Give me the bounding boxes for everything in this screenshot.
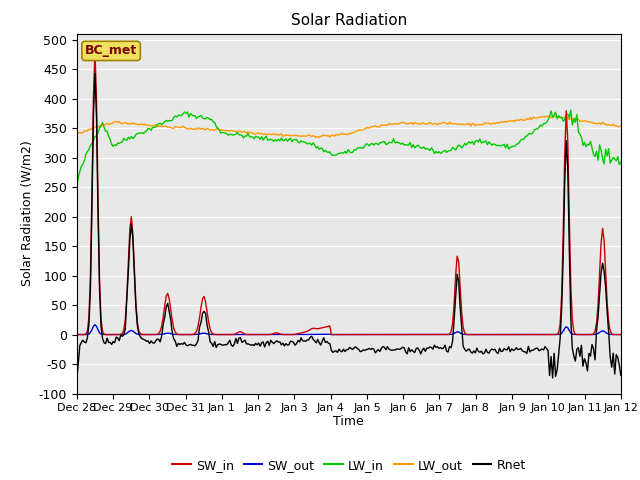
SW_out <box>312 332 320 337</box>
Rnet <box>264 338 271 344</box>
LW_in <box>567 107 575 113</box>
LW_in <box>253 134 261 140</box>
LW_out <box>546 113 554 119</box>
SW_in <box>617 332 625 337</box>
SW_out <box>589 332 597 337</box>
LW_in <box>235 132 243 138</box>
LW_in <box>311 142 319 148</box>
Rnet <box>237 335 244 341</box>
Rnet <box>312 340 320 346</box>
SW_in <box>589 331 597 337</box>
SW_in <box>312 326 320 332</box>
SW_out <box>264 332 271 337</box>
LW_in <box>140 131 147 136</box>
LW_out <box>617 123 625 129</box>
SW_in <box>141 332 149 337</box>
LW_out <box>73 131 81 137</box>
LW_out <box>253 131 261 136</box>
SW_in <box>73 332 81 337</box>
Line: Rnet: Rnet <box>77 73 621 380</box>
SW_out <box>91 322 99 327</box>
Rnet <box>141 337 149 343</box>
Y-axis label: Solar Radiation (W/m2): Solar Radiation (W/m2) <box>20 141 33 287</box>
Rnet <box>255 340 262 346</box>
SW_in <box>91 48 99 54</box>
LW_out <box>235 128 243 134</box>
LW_out <box>311 133 319 139</box>
LW_in <box>588 145 596 151</box>
SW_in <box>255 332 262 337</box>
X-axis label: Time: Time <box>333 415 364 428</box>
Line: LW_out: LW_out <box>77 116 621 137</box>
SW_out <box>141 332 149 337</box>
LW_out <box>312 134 320 140</box>
Rnet <box>91 71 99 76</box>
SW_out <box>255 332 262 337</box>
SW_in <box>381 332 388 337</box>
SW_in <box>264 332 271 337</box>
Title: Solar Radiation: Solar Radiation <box>291 13 407 28</box>
SW_in <box>237 329 244 335</box>
LW_out <box>140 122 147 128</box>
Line: SW_out: SW_out <box>77 324 621 335</box>
SW_out <box>237 332 244 337</box>
SW_out <box>617 332 625 337</box>
Line: LW_in: LW_in <box>77 110 621 186</box>
Line: SW_in: SW_in <box>77 51 621 335</box>
Text: BC_met: BC_met <box>85 44 137 58</box>
SW_out <box>381 332 388 337</box>
LW_in <box>262 133 270 139</box>
LW_in <box>617 159 625 165</box>
Rnet <box>73 377 81 383</box>
LW_in <box>73 183 81 189</box>
LW_out <box>589 120 597 126</box>
Rnet <box>588 342 596 348</box>
Legend: SW_in, SW_out, LW_in, LW_out, Rnet: SW_in, SW_out, LW_in, LW_out, Rnet <box>167 454 531 477</box>
Rnet <box>617 372 625 378</box>
SW_out <box>73 332 81 337</box>
LW_out <box>262 132 270 137</box>
